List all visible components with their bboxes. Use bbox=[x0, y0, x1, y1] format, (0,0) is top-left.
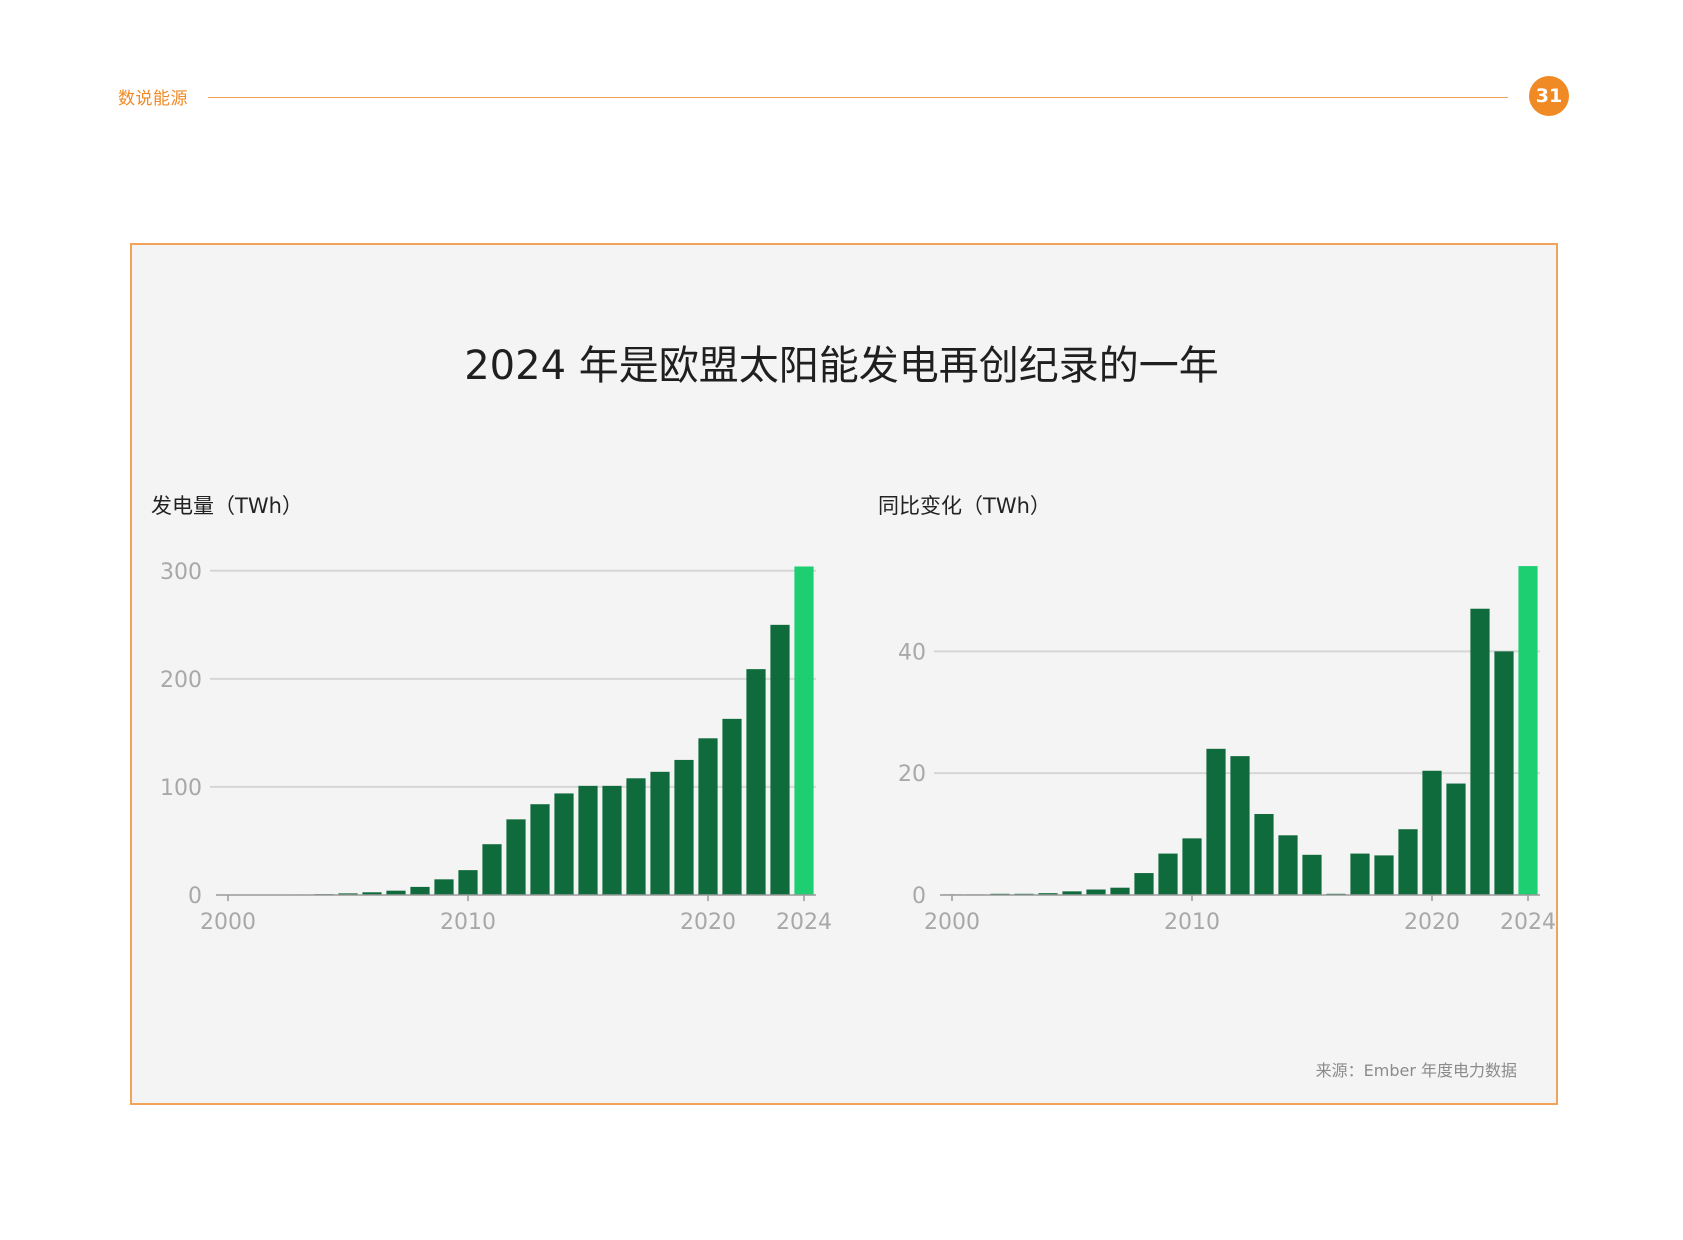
left-bar-2019 bbox=[674, 759, 694, 895]
left-ytick-label: 0 bbox=[188, 884, 202, 909]
right-bar-2023 bbox=[1494, 651, 1514, 895]
left-bar-2016 bbox=[602, 785, 622, 895]
right-ytick-label: 40 bbox=[898, 640, 926, 665]
right-bar-2022 bbox=[1470, 608, 1490, 895]
right-bar-2006 bbox=[1086, 889, 1106, 895]
right-ytick-label: 20 bbox=[898, 762, 926, 787]
left-bar-2009 bbox=[434, 879, 454, 895]
left-bar-2024 bbox=[794, 566, 814, 895]
yoy-change-bar-chart: 0 20 40 2000 2010 2020 2024 bbox=[898, 566, 1556, 935]
right-bar-2017 bbox=[1350, 853, 1370, 895]
right-xtick-label: 2000 bbox=[924, 910, 980, 935]
right-ytick-label: 0 bbox=[912, 884, 926, 909]
right-bar-2020 bbox=[1422, 770, 1442, 895]
left-bar-2015 bbox=[578, 785, 598, 895]
right-chart-unit-label: 同比变化（TWh） bbox=[878, 494, 1051, 518]
right-bar-2021 bbox=[1446, 783, 1466, 895]
left-bar-2007 bbox=[386, 890, 406, 895]
left-bar-2017 bbox=[626, 778, 646, 895]
right-bar-2009 bbox=[1158, 853, 1178, 895]
left-bar-2005 bbox=[338, 893, 358, 895]
right-xtick-label: 2010 bbox=[1164, 910, 1220, 935]
source-note: 来源：Ember 年度电力数据 bbox=[1315, 1061, 1517, 1080]
left-bar-2014 bbox=[554, 793, 574, 895]
left-ytick-label: 200 bbox=[160, 668, 202, 693]
left-bar-2020 bbox=[698, 738, 718, 895]
right-bar-2004 bbox=[1038, 893, 1058, 895]
section-label: 数说能源 bbox=[118, 89, 188, 109]
left-bar-2022 bbox=[746, 669, 766, 895]
right-bar-2008 bbox=[1134, 873, 1154, 895]
generation-bar-chart: 0 100 200 300 2000 2010 2020 2024 bbox=[160, 560, 832, 935]
right-bar-2013 bbox=[1254, 813, 1274, 895]
left-chart-unit-label: 发电量（TWh） bbox=[151, 494, 303, 518]
left-bar-2008 bbox=[410, 886, 430, 895]
right-bar-2007 bbox=[1110, 887, 1130, 895]
figure-title: 2024 年是欧盟太阳能发电再创纪录的一年 bbox=[464, 343, 1219, 389]
left-xtick-label: 2024 bbox=[776, 910, 832, 935]
left-xtick-label: 2020 bbox=[680, 910, 736, 935]
figure-panel bbox=[130, 243, 1558, 1105]
right-bar-2015 bbox=[1302, 854, 1322, 895]
right-xtick-label: 2020 bbox=[1404, 910, 1460, 935]
left-bar-2013 bbox=[530, 804, 550, 895]
right-bar-2024 bbox=[1518, 566, 1538, 895]
left-bar-2018 bbox=[650, 771, 670, 895]
right-bar-2018 bbox=[1374, 855, 1394, 895]
left-bar-2011 bbox=[482, 844, 502, 895]
left-bar-2023 bbox=[770, 624, 790, 895]
page-number-badge: 31 bbox=[1529, 76, 1569, 116]
right-bar-2019 bbox=[1398, 829, 1418, 895]
left-ytick-label: 100 bbox=[160, 776, 202, 801]
left-bar-2006 bbox=[362, 892, 382, 895]
right-bar-2005 bbox=[1062, 891, 1082, 895]
header-divider bbox=[208, 97, 1508, 98]
right-bar-2010 bbox=[1182, 838, 1202, 895]
right-bar-2014 bbox=[1278, 835, 1298, 895]
right-bar-2011 bbox=[1206, 748, 1226, 895]
left-ytick-label: 300 bbox=[160, 560, 202, 585]
left-bar-2021 bbox=[722, 718, 742, 895]
right-bar-2012 bbox=[1230, 756, 1250, 895]
left-xtick-label: 2000 bbox=[200, 910, 256, 935]
left-xtick-label: 2010 bbox=[440, 910, 496, 935]
right-xtick-label: 2024 bbox=[1500, 910, 1556, 935]
left-bar-2012 bbox=[506, 819, 526, 895]
left-bar-2010 bbox=[458, 870, 478, 895]
